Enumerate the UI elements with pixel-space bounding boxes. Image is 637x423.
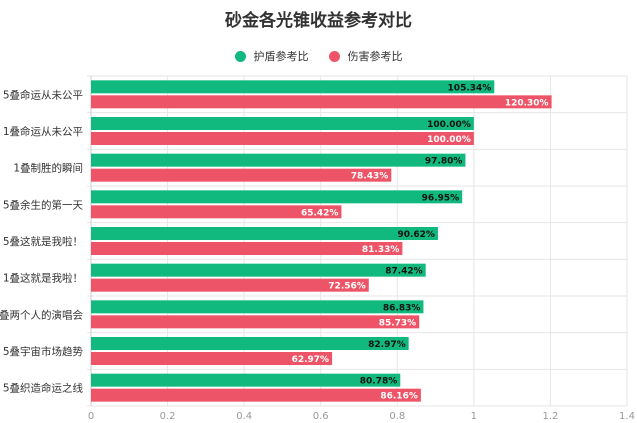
data-label-shield: 86.83%	[383, 303, 421, 313]
category-label: 5叠命运从未公平	[3, 88, 83, 101]
data-label-damage: 85.73%	[379, 318, 417, 328]
x-tick-label: 1.4	[619, 411, 635, 422]
bar-shield[interactable]	[91, 373, 401, 387]
legend-swatch-damage	[328, 50, 340, 62]
x-tick-label: 0.6	[313, 411, 329, 422]
legend-label-damage: 伤害参考比	[347, 50, 403, 63]
bar-shield[interactable]	[91, 153, 466, 167]
category-label: 1叠这就是我啦！	[3, 272, 83, 285]
category-label: 5叠宇宙市场趋势	[3, 345, 84, 358]
data-label-damage: 78.43%	[351, 172, 389, 182]
legend-label-shield: 护盾参考比	[253, 50, 309, 63]
bar-shield[interactable]	[91, 337, 409, 350]
data-label-shield: 96.95%	[422, 193, 460, 203]
bar-damage[interactable]	[91, 278, 369, 292]
legend: 护盾参考比 伤害参考比	[0, 48, 637, 64]
bar-damage[interactable]	[91, 352, 333, 365]
data-label-shield: 100.00%	[427, 120, 471, 130]
data-label-damage: 81.33%	[362, 245, 400, 255]
data-label-damage: 100.00%	[427, 135, 471, 145]
x-tick-label: 0.4	[236, 411, 252, 422]
bar-damage[interactable]	[91, 168, 392, 182]
category-label: 叠两个人的演唱会	[0, 308, 83, 321]
data-label-shield: 97.80%	[425, 157, 463, 167]
legend-swatch-shield	[234, 50, 246, 62]
category-label: 5叠这就是我啦！	[3, 235, 83, 248]
data-label-shield: 90.62%	[397, 230, 435, 240]
data-label-damage: 62.97%	[292, 355, 330, 365]
bar-damage[interactable]	[91, 95, 552, 109]
bar-shield[interactable]	[91, 117, 474, 130]
category-label: 5叠余生的第一天	[3, 198, 84, 211]
bar-shield[interactable]	[91, 300, 424, 314]
data-label-damage: 72.56%	[328, 282, 366, 292]
legend-item-damage[interactable]: 伤害参考比	[328, 48, 403, 64]
x-tick-label: 1	[471, 411, 477, 422]
data-label-damage: 120.30%	[505, 98, 549, 108]
data-label-shield: 87.42%	[385, 267, 423, 277]
bar-shield[interactable]	[91, 190, 463, 204]
bar-shield[interactable]	[91, 227, 438, 240]
bar-damage[interactable]	[91, 242, 403, 255]
bar-shield[interactable]	[91, 80, 495, 94]
x-tick-label: 1.2	[542, 411, 558, 422]
x-tick-label: 0.2	[160, 411, 176, 422]
x-tick-label: 0.8	[389, 411, 405, 422]
category-label: 1叠制胜的瞬间	[13, 162, 83, 175]
bar-damage[interactable]	[91, 132, 474, 145]
bar-damage[interactable]	[91, 315, 420, 329]
category-label: 1叠命运从未公平	[3, 125, 83, 138]
chart-title: 砂金各光锥收益参考对比	[225, 11, 412, 31]
bar-damage[interactable]	[91, 388, 421, 402]
data-label-damage: 86.16%	[380, 392, 418, 402]
bar-damage[interactable]	[91, 205, 342, 219]
data-label-damage: 65.42%	[301, 208, 339, 218]
x-tick-label: 0	[88, 411, 94, 422]
category-label: 5叠织造命运之线	[3, 382, 84, 395]
bar-shield[interactable]	[91, 263, 426, 277]
legend-item-shield[interactable]: 护盾参考比	[234, 48, 309, 64]
data-label-shield: 82.97%	[368, 340, 406, 350]
data-label-shield: 105.34%	[448, 83, 492, 93]
data-label-shield: 80.78%	[360, 377, 398, 387]
